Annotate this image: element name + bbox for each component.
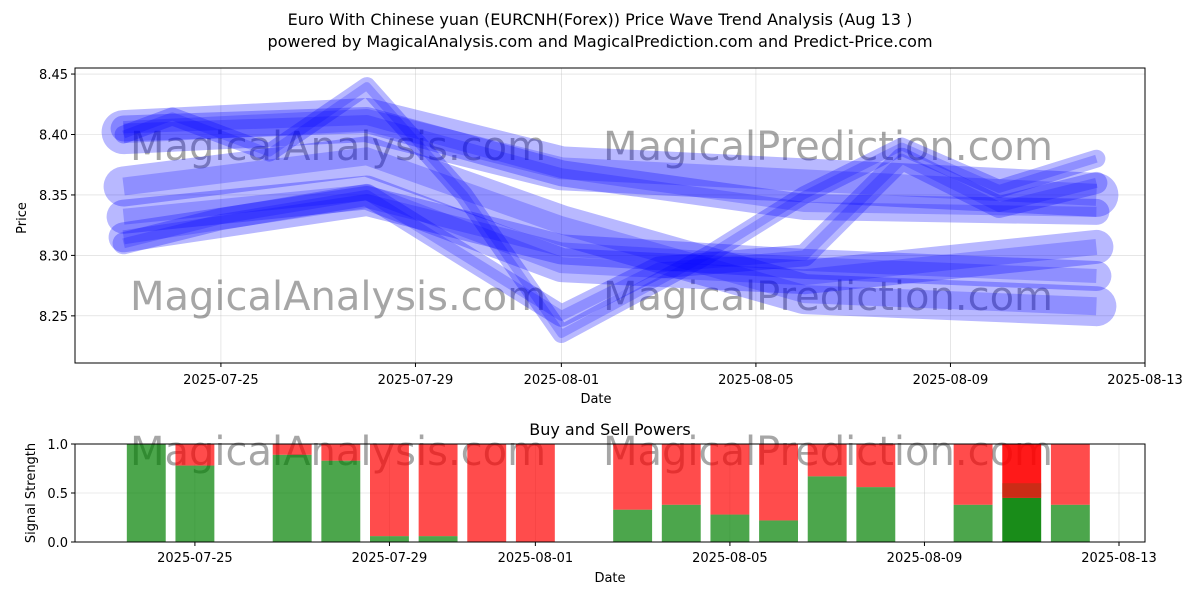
price-x-tick-label: 2025-08-13 <box>1107 373 1183 388</box>
wave-band <box>106 175 1114 295</box>
price-y-tick-label: 8.40 <box>39 128 68 143</box>
sell-bar <box>321 444 361 461</box>
powers-y-tick-label: 0.5 <box>47 487 68 502</box>
powers-y-tick-label: 0.0 <box>47 536 68 551</box>
wave-core <box>122 184 1098 286</box>
wave-core <box>123 109 1097 206</box>
buy-bar <box>856 487 896 542</box>
buy-bar <box>613 509 653 542</box>
buy-bar <box>953 504 993 542</box>
sell-bar <box>953 444 993 505</box>
price-x-label: Date <box>580 392 611 407</box>
watermark-text: MagicalAnalysis.com <box>130 274 546 320</box>
wave-band <box>110 107 1110 225</box>
buy-bar <box>126 444 166 542</box>
buy-bar <box>710 514 750 542</box>
wave-core <box>122 153 1098 321</box>
watermark-text: MagicalAnalysis.com <box>130 124 546 170</box>
wave-bands <box>101 77 1119 343</box>
buy-bar <box>175 465 215 542</box>
price-x-tick-label: 2025-08-01 <box>524 373 600 388</box>
price-grid <box>75 68 1146 363</box>
sell-bar <box>759 444 798 521</box>
sell-bar <box>1002 444 1042 498</box>
price-y-tick-label: 8.35 <box>39 189 68 204</box>
powers-x-tick-label: 2025-07-25 <box>157 551 233 566</box>
price-y-tick-label: 8.45 <box>39 68 68 83</box>
price-y-label: Price <box>15 202 30 234</box>
buy-bar <box>807 476 847 542</box>
powers-title: Buy and Sell Powers <box>529 420 691 439</box>
sell-bar <box>467 444 507 542</box>
powers-y-tick-label: 1.0 <box>47 438 68 453</box>
price-x-tick-label: 2025-07-29 <box>378 373 454 388</box>
price-x-tick-label: 2025-08-05 <box>718 373 794 388</box>
chart-title: Euro With Chinese yuan (EURCNH(Forex)) P… <box>287 10 913 29</box>
wave-band <box>103 136 1117 327</box>
price-ticks: 2025-07-25 2025-07-29 2025-08-01 2025-08-05… <box>39 68 1183 388</box>
sell-bar <box>175 444 215 466</box>
powers-x-tick-label: 2025-08-05 <box>692 551 768 566</box>
price-x-tick-label: 2025-07-25 <box>183 373 259 388</box>
wave-core <box>122 194 1097 283</box>
buy-bar <box>661 504 701 542</box>
price-y-tick-label: 8.30 <box>39 249 68 264</box>
wave-band <box>114 77 1106 343</box>
powers-x-label: Date <box>594 571 625 586</box>
wave-band <box>108 186 1112 291</box>
wave-core <box>122 147 1097 316</box>
buy-bar <box>759 520 798 542</box>
sell-bar <box>370 444 409 537</box>
buy-bar <box>418 536 458 542</box>
wave-band <box>112 147 1108 327</box>
powers-y-label: Signal Strength <box>24 443 39 543</box>
sell-bar <box>710 444 750 515</box>
buy-bar <box>321 460 361 542</box>
buy-bar <box>1050 504 1090 542</box>
chart-subtitle: powered by MagicalAnalysis.com and Magic… <box>267 32 933 51</box>
watermark-text: MagicalPrediction.com <box>603 274 1053 320</box>
sell-bar <box>1050 444 1090 505</box>
wave-band <box>101 98 1119 217</box>
price-plot-frame <box>74 67 1146 364</box>
sell-bar <box>418 444 458 537</box>
powers-x-tick-label: 2025-08-01 <box>498 551 574 566</box>
wave-core <box>123 115 1097 217</box>
price-x-tick-label: 2025-08-09 <box>913 373 989 388</box>
buy-bar <box>1002 497 1042 542</box>
powers-x-tick-label: 2025-07-29 <box>352 551 428 566</box>
powers-ticks: 2025-07-25 2025-07-29 2025-08-01 2025-08-05… <box>47 438 1156 566</box>
overlap-band <box>1002 483 1042 498</box>
powers-x-tick-label: 2025-08-09 <box>887 551 963 566</box>
price-watermarks: MagicalAnalysis.com MagicalPrediction.com… <box>130 124 1053 320</box>
price-y-tick-label: 8.25 <box>39 310 68 325</box>
sell-bar <box>613 444 653 510</box>
power-bars <box>126 444 1090 542</box>
sell-bar <box>661 444 701 505</box>
sell-bar <box>272 444 312 455</box>
wave-core <box>122 82 1098 338</box>
buy-bar <box>272 454 312 542</box>
sell-bar <box>856 444 896 488</box>
buy-bar <box>370 536 409 542</box>
sell-bar <box>515 444 555 542</box>
sell-bar <box>807 444 847 477</box>
watermark-text: MagicalPrediction.com <box>603 124 1053 170</box>
powers-x-tick-label: 2025-08-13 <box>1081 551 1157 566</box>
